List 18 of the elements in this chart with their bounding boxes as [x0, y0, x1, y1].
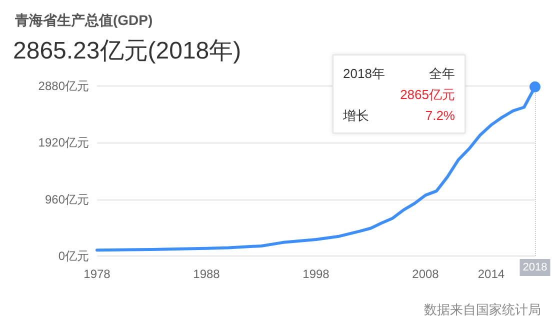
text: 数据来自国家统计局 — [424, 302, 541, 317]
y-tick-label: 1920亿元 — [38, 136, 89, 150]
x-tick-label: 2008 — [412, 267, 440, 281]
text: 2018年 — [343, 66, 385, 81]
chart-subtitle: 2865.23亿元(2018年) — [13, 38, 242, 64]
annotation: 增长 — [342, 108, 369, 123]
y-tick-label: 960亿元 — [44, 192, 89, 206]
ref-line-label: 2018 — [522, 262, 548, 274]
annotation: 2865亿元 — [400, 87, 455, 102]
x-tick-label: 1978 — [84, 267, 111, 281]
x-tick-label: 2014 — [478, 267, 505, 281]
annotation: 7.2% — [425, 108, 456, 123]
text: 全年 — [429, 66, 455, 81]
chart-title: 青海省生产总值(GDP) — [14, 12, 153, 28]
x-tick-label: 1998 — [302, 267, 330, 281]
y-tick-label: 0亿元 — [58, 249, 89, 263]
x-tick-label: 1988 — [193, 267, 220, 281]
y-tick-label: 2880亿元 — [38, 79, 89, 93]
